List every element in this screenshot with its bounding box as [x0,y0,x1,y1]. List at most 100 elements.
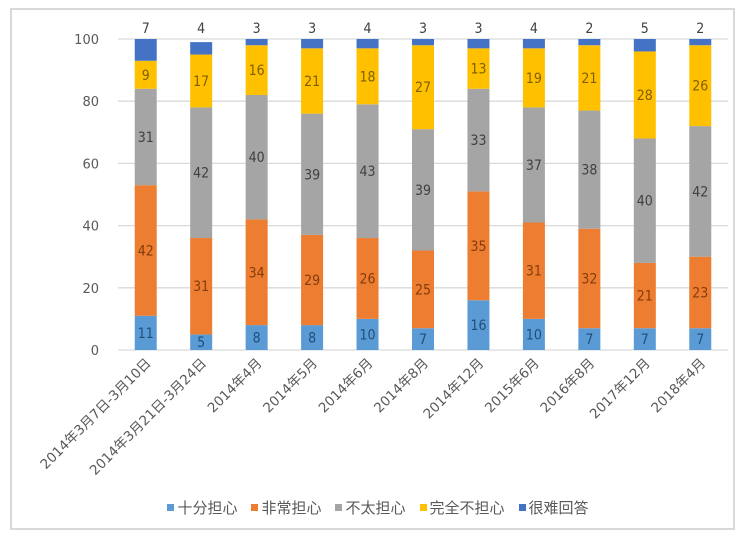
data-label: 40 [637,194,653,210]
data-label: 7 [696,332,704,348]
bar-segment [134,88,157,186]
legend-swatch [167,504,175,511]
data-label: 17 [193,74,209,90]
data-label: 5 [641,21,649,37]
data-label: 28 [637,88,653,104]
bar-segment [245,325,268,350]
data-label: 13 [470,62,486,78]
legend-item: 完全不担心 [419,497,505,518]
bar-segment [412,250,434,329]
data-label: 18 [360,69,376,85]
data-label: 7 [641,332,649,348]
data-label: 21 [304,74,320,90]
bar-segment [301,39,324,49]
data-label: 21 [637,289,653,305]
bar-segment [467,300,490,350]
bar-segment [578,39,601,46]
data-label: 5 [197,335,205,351]
legend-label: 不太担心 [345,499,406,517]
data-label: 37 [526,158,542,174]
y-tick-label: 20 [82,282,99,297]
y-tick-label: 60 [82,157,99,172]
bar-segment [301,234,324,326]
data-label: 42 [193,166,209,182]
data-label: 4 [530,21,538,37]
bar-segment [412,129,434,251]
data-label: 31 [526,264,542,280]
bar-segment [301,48,324,114]
bar-segment [522,107,545,223]
data-label: 7 [142,21,150,37]
x-tick-label: 2014年8月 [371,356,432,417]
data-label: 16 [249,63,265,79]
bar-segment [689,256,712,329]
x-tick-label: 2014年3月21日-3月24日 [87,356,210,479]
data-label: 31 [193,279,209,295]
bar-segment [522,48,545,108]
data-labels: 1142319753142174834401638293921310264318… [138,21,709,351]
bars [134,39,712,350]
data-label: 35 [470,239,486,255]
bar-segment [689,45,712,127]
data-label: 7 [585,332,593,348]
x-tick-label: 2014年5月 [260,356,321,417]
legend-swatch [518,504,526,511]
bar-segment [467,88,490,192]
bar-segment [356,318,379,350]
bar-segment [134,315,157,350]
bar-segment [467,48,490,89]
bar-segment [633,39,656,52]
data-label: 8 [253,331,261,347]
data-label: 25 [415,282,431,298]
bar-segment [467,39,490,49]
data-label: 34 [249,265,265,281]
data-label: 11 [138,326,154,342]
data-label: 27 [415,80,431,96]
legend-item: 不太担心 [335,497,406,518]
bar-segment [689,39,712,46]
bar-segment [689,328,712,350]
bar-segment [245,45,268,95]
bar-segment [689,126,712,257]
data-label: 29 [304,273,320,289]
data-label: 31 [138,130,154,146]
legend: 十分担心 非常担心 不太担心 完全不担心 很难回答 [0,497,756,518]
data-label: 26 [360,271,376,287]
bar-segment [190,42,213,55]
data-label: 21 [581,71,597,87]
y-tick-label: 80 [82,95,99,110]
bar-segment [578,228,601,329]
data-label: 43 [360,164,376,180]
bar-segment [356,238,379,319]
bar-segment [522,39,545,49]
bar-segment [190,107,213,239]
bar-segment [522,222,545,319]
data-label: 2 [696,21,704,37]
data-label: 9 [142,68,150,84]
data-label: 10 [526,327,542,343]
data-label: 16 [470,318,486,334]
x-tick-label: 2014年6月 [316,356,377,417]
legend-label: 十分担心 [177,499,238,517]
data-label: 3 [419,21,427,37]
data-label: 3 [308,21,316,37]
data-label: 4 [197,21,205,37]
bar-segment [301,113,324,235]
legend-item: 十分担心 [167,497,237,518]
x-axis: 2014年3月7日-3月10日2014年3月21日-3月24日2014年4月20… [37,356,709,479]
bar-segment [134,185,157,316]
data-label: 2 [585,21,593,37]
legend-swatch [251,504,259,511]
data-label: 33 [470,133,486,149]
data-label: 3 [253,21,261,37]
legend-item: 非常担心 [251,497,321,518]
legend-swatch [335,504,343,511]
y-axis: 0 20 40 60 80 100 [74,33,99,359]
data-label: 8 [308,331,316,347]
data-label: 42 [138,243,154,259]
bar-segment [633,51,656,139]
bar-segment [412,328,434,350]
bar-segment [633,328,656,350]
legend-label: 非常担心 [261,499,322,517]
